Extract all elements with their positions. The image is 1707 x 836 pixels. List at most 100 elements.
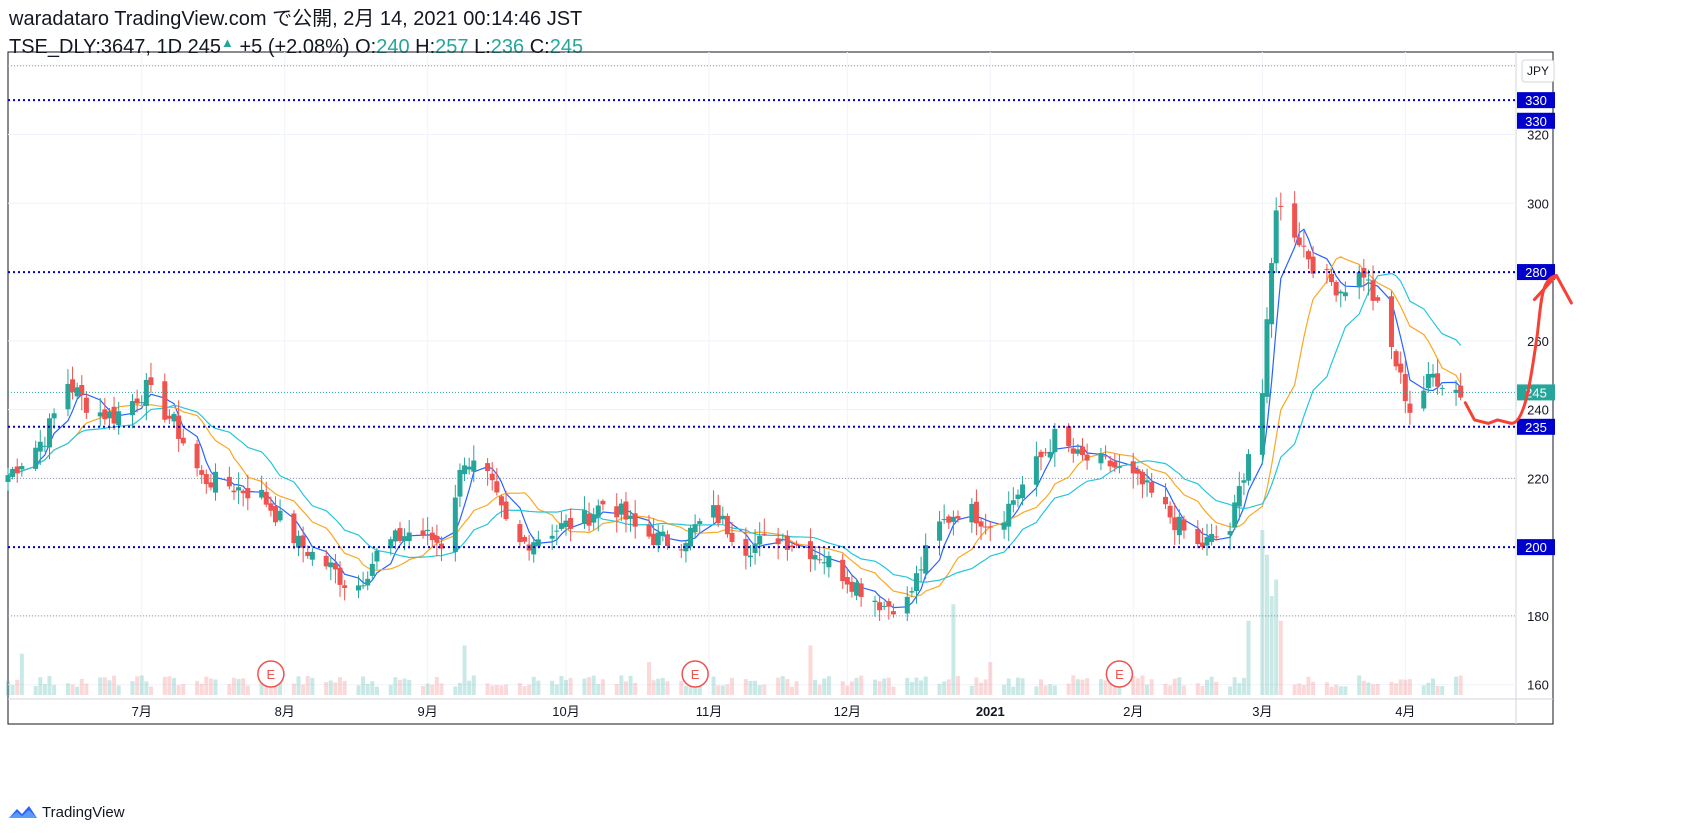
candle [821, 549, 827, 575]
volume-bar [1052, 685, 1057, 695]
candle-body [729, 532, 735, 542]
candle-body [1033, 456, 1039, 485]
candle-body [1269, 263, 1275, 325]
candle [1365, 269, 1371, 296]
forecast-arrowhead [1532, 274, 1573, 305]
candle [535, 530, 541, 549]
volume-bar [1241, 677, 1246, 695]
candle-body [355, 585, 361, 591]
candle-body [300, 535, 306, 548]
candle [130, 393, 136, 429]
volume-bar [697, 686, 702, 695]
earnings-marker-circle [1105, 660, 1134, 688]
candle [180, 428, 186, 446]
candle [1066, 423, 1072, 453]
volume-bar [716, 685, 721, 695]
candle [134, 389, 140, 413]
candle [817, 547, 823, 564]
candle [1010, 487, 1016, 513]
volume-bar [167, 676, 172, 695]
volume-bar [98, 677, 103, 695]
candle-body [1181, 519, 1187, 531]
candle [498, 494, 504, 518]
volume-bar [623, 681, 628, 695]
candle-body [1006, 503, 1012, 527]
volume-bar [1269, 596, 1274, 695]
candle-body [909, 591, 915, 593]
volume-bar [33, 686, 38, 695]
volume-bar [236, 679, 241, 695]
candle [854, 579, 860, 600]
candle [849, 575, 855, 598]
volume-bar [1260, 530, 1265, 695]
candle [711, 490, 717, 525]
candle-body [1407, 403, 1413, 413]
candle-body [166, 415, 172, 419]
candle-body [1135, 469, 1141, 474]
candle-body [978, 521, 984, 527]
candle [305, 545, 311, 559]
volume-bar [891, 686, 896, 695]
candle-body [890, 611, 896, 615]
candle [826, 551, 832, 578]
candle-body [840, 559, 846, 582]
candle-body [812, 555, 818, 560]
candle [632, 500, 638, 539]
candle-body [1453, 389, 1459, 393]
x-tick-label: 12月 [834, 704, 861, 719]
candle-body [102, 409, 108, 420]
candle [844, 567, 850, 594]
candle-body [1075, 449, 1081, 454]
candle [33, 440, 39, 472]
price-label: 330 [1525, 114, 1547, 129]
volume-bar [1334, 684, 1339, 695]
volume-bar [1048, 684, 1053, 695]
candle [872, 595, 878, 617]
tradingview-brand[interactable]: TradingView [8, 803, 125, 821]
candle [752, 529, 758, 565]
grid [8, 52, 1516, 695]
candle-body [268, 503, 274, 511]
candle [1329, 269, 1335, 286]
candle-body [595, 505, 601, 517]
candle-body [360, 585, 366, 587]
candle [429, 526, 435, 548]
volume-bar [1108, 676, 1113, 695]
volume-bar [1066, 683, 1071, 695]
candle [1112, 453, 1118, 472]
candle [10, 466, 16, 480]
volume-bar [840, 681, 845, 695]
candle [420, 518, 426, 539]
candle [1015, 489, 1021, 507]
volume-bar [130, 681, 135, 695]
volume-bar [1338, 686, 1343, 695]
candle [1116, 454, 1122, 474]
volume-bar [471, 675, 476, 695]
volume-bar [776, 677, 781, 695]
candle [1310, 246, 1316, 278]
candle [600, 499, 606, 511]
price-label-box [1517, 264, 1555, 281]
candle [143, 372, 149, 421]
candle [199, 465, 205, 484]
candle-body [1176, 516, 1182, 536]
price-label: 280 [1525, 265, 1547, 280]
volume-bar [1343, 686, 1348, 695]
candle-body [1310, 256, 1316, 274]
candle-body [1236, 486, 1242, 507]
candle-body [402, 536, 408, 541]
candle [332, 554, 338, 584]
candle [494, 467, 500, 496]
candle [909, 587, 915, 597]
volume-bar [10, 684, 15, 695]
volume-bar [587, 677, 592, 695]
candle-body [711, 505, 717, 518]
candle [918, 556, 924, 582]
volume-bar [628, 675, 633, 695]
chart-frame [7, 51, 1554, 725]
volume-bar [1135, 678, 1140, 695]
candle-body [1043, 452, 1049, 454]
y-tick-label: 320 [1527, 128, 1549, 143]
volume-bar [905, 677, 910, 695]
